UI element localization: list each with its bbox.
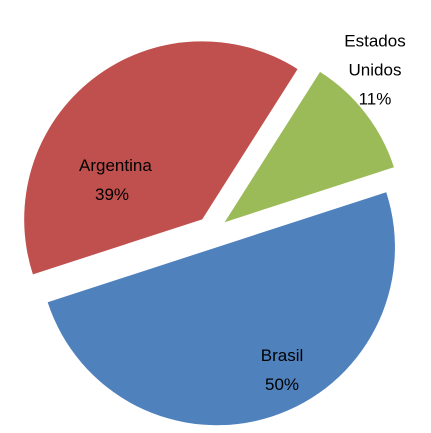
pie-slice	[24, 41, 298, 275]
value-label: 11%	[358, 89, 392, 109]
value-label: 39%	[94, 185, 130, 204]
pie-slice	[47, 192, 395, 426]
slice-label: Estados Unidos 11%	[320, 27, 430, 114]
slice-label: Brasil 50%	[227, 341, 337, 399]
category-label: Brasil	[260, 346, 304, 365]
value-label: 50%	[264, 375, 300, 394]
category-label: Estados Unidos	[344, 31, 406, 80]
category-label: Argentina	[79, 156, 152, 175]
pie-slice	[224, 71, 394, 223]
slice-label: Argentina 39%	[57, 151, 167, 209]
